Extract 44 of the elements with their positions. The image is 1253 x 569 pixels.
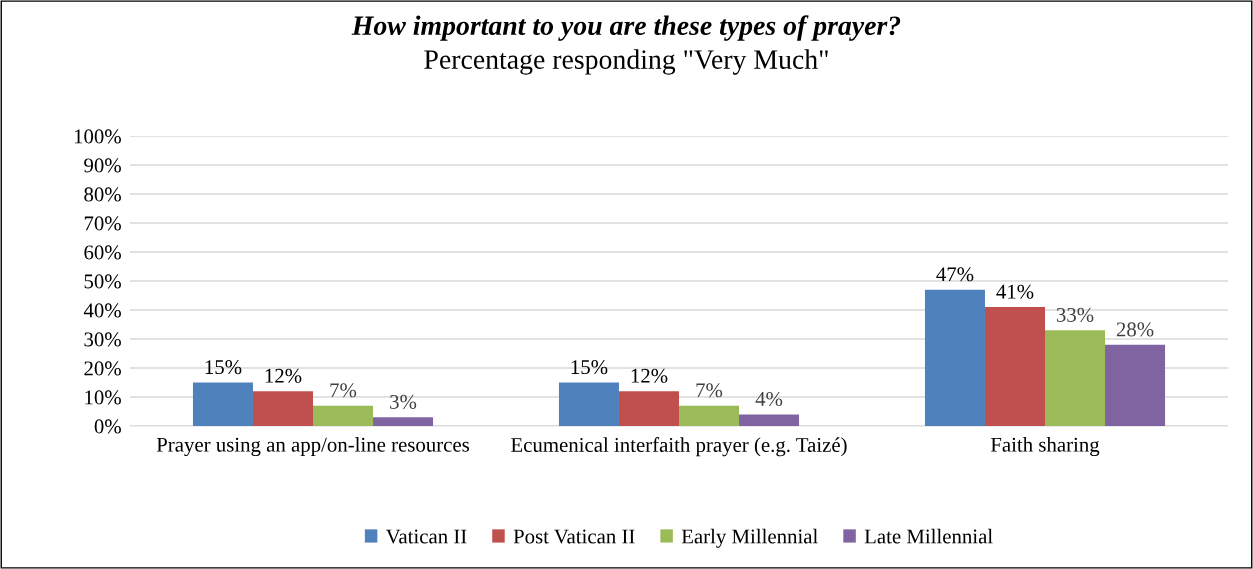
bar [1105, 344, 1166, 426]
legend-label: Early Millennial [681, 528, 818, 548]
bar [618, 391, 679, 426]
chart-subtitle: Percentage responding "Very Much" [424, 49, 828, 75]
data-label: 28% [1116, 322, 1154, 337]
data-label: 12% [265, 368, 302, 383]
y-tick-label: 60% [84, 245, 121, 260]
data-label: 15% [205, 360, 242, 375]
y-tick-label: 40% [83, 303, 121, 318]
chart-title: How important to you are these types of prayer? [351, 15, 901, 41]
y-tick-label: 50% [84, 274, 121, 289]
y-tick-label: 20% [84, 361, 121, 376]
bar [924, 289, 985, 426]
data-label: 3% [390, 394, 417, 409]
x-tick-label: Faith sharing [990, 437, 1100, 457]
x-tick-label: Ecumenical interfaith prayer (e.g. Taizé) [511, 437, 847, 457]
y-tick-label: 0% [94, 419, 121, 434]
bar [984, 307, 1045, 426]
data-label: 4% [755, 391, 783, 407]
y-tick-label: 70% [84, 216, 121, 231]
data-label: 33% [1056, 307, 1094, 322]
data-label: 47% [936, 267, 974, 282]
bar [192, 382, 253, 426]
y-tick-label: 30% [84, 332, 121, 347]
x-tick-label: Prayer using an app/on-line resources [156, 437, 470, 457]
legend-label: Post Vatican II [513, 529, 635, 544]
data-label: 7% [696, 383, 723, 398]
y-tick-label: 100% [74, 129, 121, 144]
data-label: 7% [330, 383, 357, 398]
bar [679, 405, 740, 426]
data-label: 12% [631, 368, 668, 383]
legend-label: Late Millennial [864, 528, 993, 544]
bar [313, 405, 374, 426]
bar [252, 391, 313, 426]
bar [373, 417, 434, 426]
y-tick-label: 90% [84, 158, 121, 173]
bar [558, 382, 619, 426]
bar [1045, 330, 1106, 426]
legend-label: Vatican II [385, 529, 467, 544]
y-tick-label: 80% [84, 187, 121, 202]
data-label: 15% [571, 360, 608, 375]
bar [739, 414, 800, 426]
data-label: 41% [996, 284, 1034, 299]
y-tick-label: 10% [85, 390, 121, 405]
